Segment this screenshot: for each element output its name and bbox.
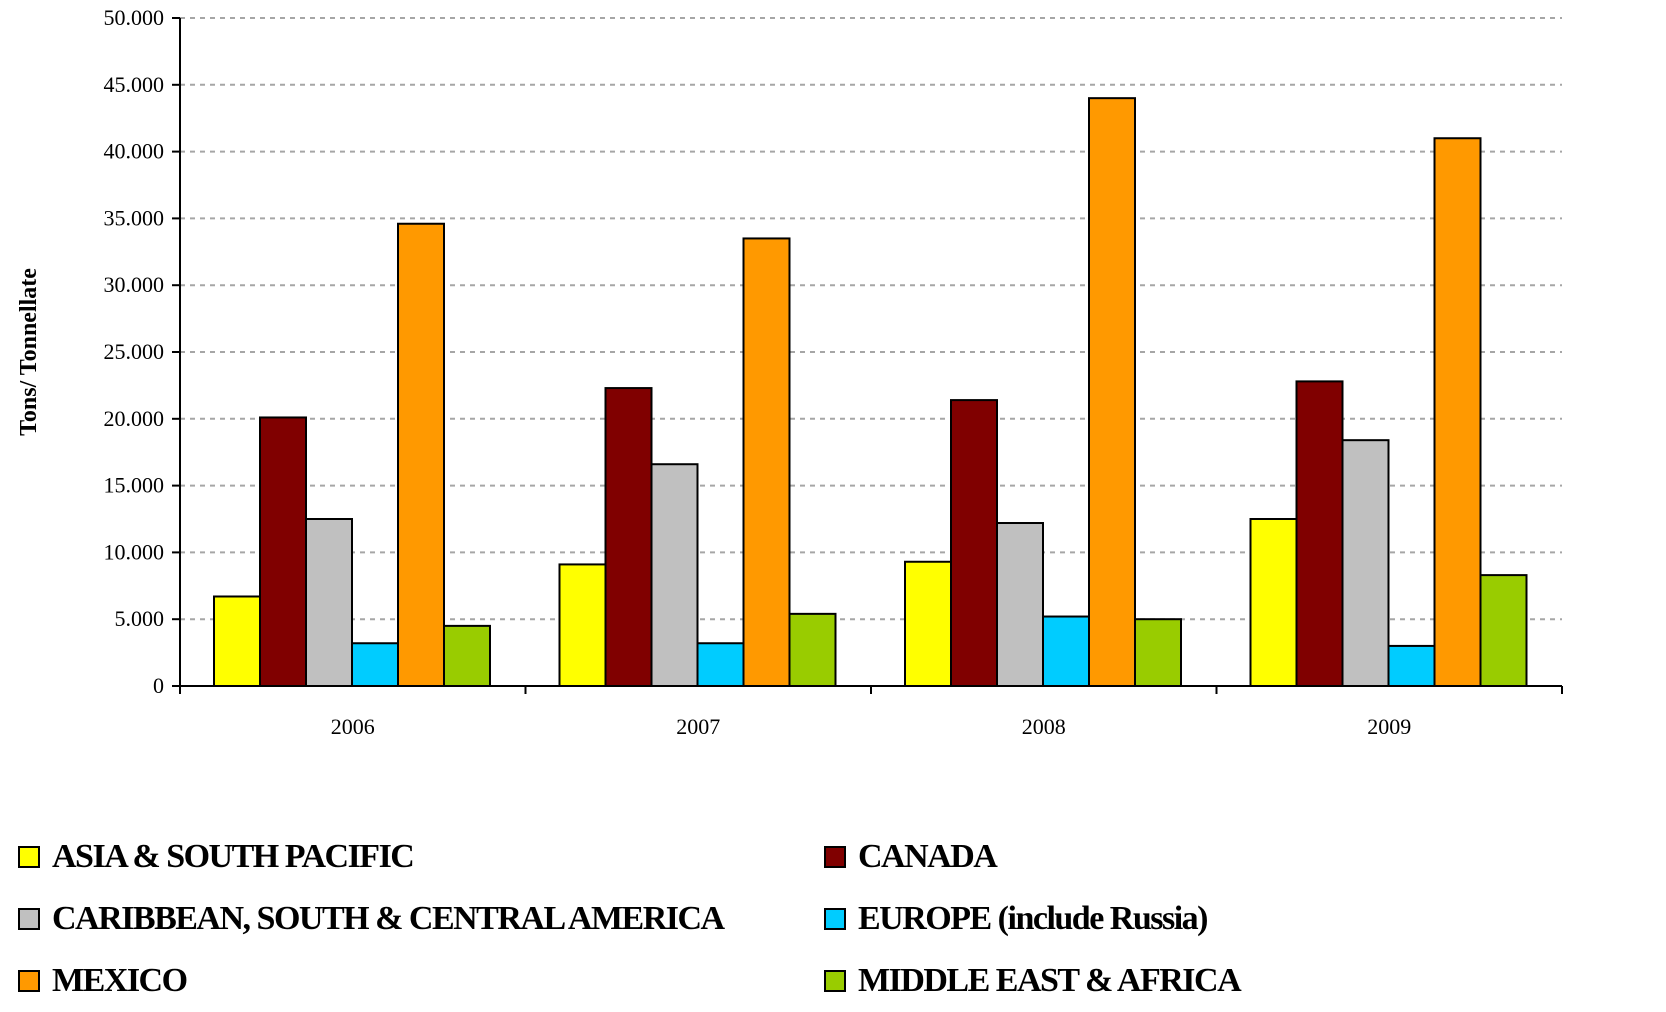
- y-tick-label: 40.000: [104, 139, 165, 164]
- axes: [172, 17, 1563, 694]
- x-category-label: 2006: [331, 714, 375, 739]
- legend-label: CARIBBEAN, SOUTH & CENTRAL AMERICA: [52, 900, 725, 937]
- bar: [1042, 615, 1090, 688]
- legend: ASIA & SOUTH PACIFIC CANADA CARIBBEAN, SOU…: [18, 826, 1658, 999]
- legend-item: ASIA & SOUTH PACIFIC: [18, 826, 824, 888]
- y-tick-label: 35.000: [104, 205, 165, 230]
- bar: [213, 595, 261, 687]
- y-tick-label: 15.000: [104, 473, 165, 498]
- bar: [1134, 618, 1182, 688]
- legend-item: MIDDLE EAST & AFRICA: [824, 950, 1644, 1012]
- bar: [351, 642, 399, 687]
- bar: [604, 387, 653, 687]
- y-tick-labels: 0 5.000 10.000 15.000 20.000 25.000 30.000 35.0…: [104, 5, 165, 698]
- y-tick-label: 20.000: [104, 406, 165, 431]
- legend-label: MIDDLE EAST & AFRICA: [858, 962, 1242, 999]
- y-tick-label: 30.000: [104, 272, 165, 297]
- x-category-labels: 2006 2007 2008 2009: [331, 714, 1412, 739]
- legend-swatch: [18, 970, 40, 992]
- legend-swatch: [824, 846, 846, 868]
- bar: [1479, 574, 1528, 687]
- bar: [696, 642, 745, 687]
- bar: [259, 416, 307, 687]
- y-axis-title: Tons/ Tonnellate: [16, 268, 42, 436]
- bar: [742, 237, 791, 687]
- bar: [788, 612, 837, 688]
- x-category-label: 2009: [1367, 714, 1411, 739]
- bar: [996, 522, 1044, 687]
- bars: [213, 97, 1528, 688]
- bar: [1387, 644, 1436, 687]
- y-tick-label: 50.000: [104, 5, 165, 30]
- legend-item: CARIBBEAN, SOUTH & CENTRAL AMERICA: [18, 888, 824, 950]
- y-tick-label: 5.000: [115, 606, 165, 631]
- bar: [443, 624, 491, 688]
- bar: [904, 560, 952, 688]
- legend-swatch: [18, 846, 40, 868]
- x-category-label: 2007: [676, 714, 720, 739]
- bar: [1295, 380, 1344, 687]
- bar: [1249, 518, 1298, 687]
- y-tick-label: 10.000: [104, 539, 165, 564]
- legend-swatch: [824, 970, 846, 992]
- bar: [1433, 137, 1482, 688]
- bar-chart: 0 5.000 10.000 15.000 20.000 25.000 30.000 35.0…: [16, 5, 1563, 739]
- y-tick-label: 25.000: [104, 339, 165, 364]
- legend-label: CANADA: [858, 838, 998, 875]
- legend-label: ASIA & SOUTH PACIFIC: [52, 838, 415, 875]
- legend-item: CANADA: [824, 826, 1644, 888]
- x-category-label: 2008: [1022, 714, 1066, 739]
- legend-label: MEXICO: [52, 962, 188, 999]
- legend-swatch: [18, 908, 40, 930]
- bar: [305, 518, 353, 687]
- legend-label: EUROPE (include Russia): [858, 900, 1209, 937]
- bar: [558, 563, 607, 688]
- legend-item: MEXICO: [18, 950, 824, 1012]
- y-tick-label: 0: [153, 673, 164, 698]
- legend-swatch: [824, 908, 846, 930]
- bar: [950, 399, 998, 687]
- bar: [650, 463, 699, 687]
- legend-item: EUROPE (include Russia): [824, 888, 1644, 950]
- bar: [1341, 439, 1390, 687]
- y-tick-label: 45.000: [104, 72, 165, 97]
- bar: [1088, 97, 1136, 688]
- bar: [397, 222, 445, 688]
